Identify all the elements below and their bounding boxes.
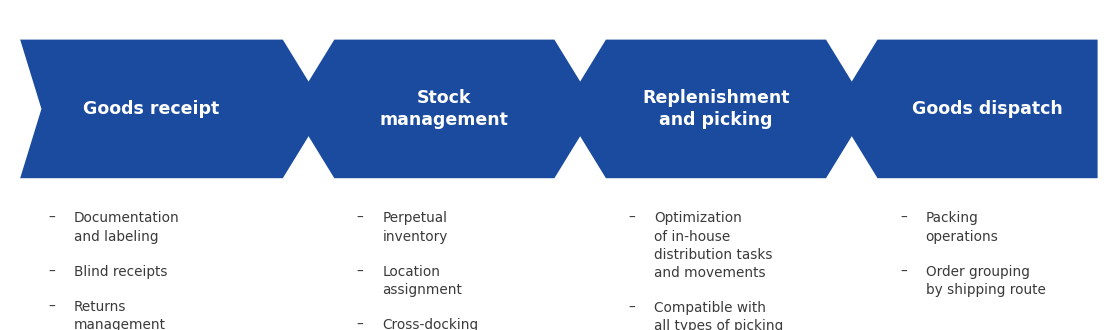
Polygon shape <box>20 40 325 178</box>
Text: –: – <box>48 265 55 279</box>
Text: Packing
operations: Packing operations <box>926 211 999 244</box>
Text: –: – <box>628 211 635 225</box>
Text: –: – <box>356 265 364 279</box>
Text: –: – <box>899 211 907 225</box>
Text: Cross-docking: Cross-docking <box>382 318 478 330</box>
Text: Replenishment
and picking: Replenishment and picking <box>642 89 790 129</box>
Text: Stock
management: Stock management <box>380 89 508 129</box>
Text: Compatible with
all types of picking
methods: Compatible with all types of picking met… <box>654 301 783 330</box>
Text: Returns
management: Returns management <box>74 300 166 330</box>
Text: –: – <box>356 211 364 225</box>
Text: Goods receipt: Goods receipt <box>83 100 220 118</box>
Text: Blind receipts: Blind receipts <box>74 265 167 279</box>
Text: –: – <box>48 300 55 314</box>
Text: –: – <box>48 211 55 225</box>
Text: Order grouping
by shipping route: Order grouping by shipping route <box>926 265 1046 297</box>
Text: Location
assignment: Location assignment <box>382 265 463 297</box>
Polygon shape <box>836 40 1098 178</box>
Polygon shape <box>291 40 597 178</box>
Text: –: – <box>628 301 635 315</box>
Text: –: – <box>899 265 907 279</box>
Text: –: – <box>356 318 364 330</box>
Text: Optimization
of in-house
distribution tasks
and movements: Optimization of in-house distribution ta… <box>654 211 773 280</box>
Text: Perpetual
inventory: Perpetual inventory <box>382 211 448 244</box>
Text: Goods dispatch: Goods dispatch <box>912 100 1063 118</box>
Text: Documentation
and labeling: Documentation and labeling <box>74 211 179 244</box>
Polygon shape <box>563 40 869 178</box>
